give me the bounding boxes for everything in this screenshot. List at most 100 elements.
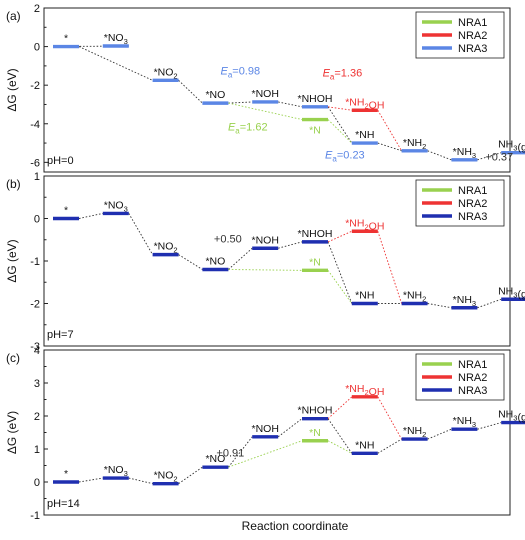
energy-level-label: *N (309, 125, 321, 137)
energy-level-label: *NO (205, 89, 225, 101)
y-axis-label: ΔG (eV) (5, 411, 19, 454)
connector-dash (78, 477, 103, 483)
energy-level-label: *NH2 (403, 290, 426, 304)
energy-level-label: *NH2 (403, 137, 426, 151)
energy-level-label: *NH2OH (345, 217, 384, 232)
connector-dash (377, 142, 402, 152)
energy-annotation: +0.91 (216, 447, 244, 459)
y-tick-label: -6 (30, 157, 40, 169)
connector-nra2 (377, 231, 403, 304)
energy-level-label: *NH (355, 439, 374, 451)
energy-annotation: Ea=0.98 (220, 66, 260, 80)
y-tick-label: 0 (34, 477, 40, 489)
energy-level-label: *NO3 (104, 32, 128, 46)
connector-dash (128, 213, 153, 255)
connector-dash (477, 152, 502, 161)
connector-nra1 (327, 440, 353, 454)
y-tick-label: 2 (34, 3, 40, 15)
connector-dash (78, 46, 153, 81)
y-tick-label: 3 (34, 378, 40, 390)
energy-annotation: +0.50 (214, 234, 242, 246)
connector-dash (52, 45, 129, 48)
y-tick-label: -1 (30, 510, 40, 522)
energy-annotation: Ea=1.62 (228, 122, 268, 136)
panel-letter: (b) (6, 177, 21, 191)
connector-dash (278, 241, 303, 249)
y-tick-label: -1 (30, 256, 40, 268)
connector-dash (128, 477, 153, 485)
y-tick-label: -3 (30, 341, 40, 353)
connector-dash (277, 418, 303, 438)
energy-level-label: *NH (355, 290, 374, 302)
energy-level-label: *NH2OH (345, 383, 384, 398)
connector-dash (278, 101, 303, 108)
energy-level-label: * (64, 33, 68, 45)
connector-dash (377, 438, 402, 454)
panel-letter: (a) (6, 9, 21, 23)
energy-level-label: NH3(g) (498, 285, 525, 300)
energy-level-label: *NO2 (154, 241, 178, 255)
panel-a: 2 0 -2 -4 -6 ΔG (eV) (a) pH=0 *NO3 * *NO2 *NO *NOH *N… (5, 3, 525, 173)
legend-label: NRA1 (458, 185, 487, 197)
energy-level-label: *NH (355, 129, 374, 141)
legend-label: NRA1 (458, 359, 487, 371)
ph-condition-label: pH=14 (47, 498, 80, 510)
connector-dash (178, 254, 203, 270)
panel-b: 1 0 -1 -2 -3 ΔG (eV) (b) pH=7 * *NO3 *NO2 *NO *NOH *N… (5, 171, 525, 353)
energy-level-label: *NH3 (453, 294, 476, 308)
connector-dash (178, 466, 203, 485)
connector-dash (327, 241, 353, 304)
y-tick-label: -2 (30, 299, 40, 311)
energy-level-label: *N (309, 427, 321, 439)
energy-level-label: *NHOH (297, 405, 332, 417)
legend-label: NRA2 (458, 372, 487, 384)
energy-level-label: *NH2 (403, 425, 426, 439)
connector-nra2 (327, 106, 352, 111)
legend-label: NRA3 (458, 385, 487, 397)
plot-frame (43, 7, 511, 173)
y-tick-label: 0 (34, 214, 40, 226)
y-axis-label: ΔG (eV) (5, 239, 19, 282)
connector-nra2 (377, 396, 402, 440)
legend-label: NRA1 (458, 17, 487, 29)
connector-nra1 (327, 270, 353, 304)
connector-dash (78, 212, 103, 219)
energy-level-label: *NOH (251, 423, 278, 435)
connector-nra1 (327, 119, 353, 144)
energy-level-label: *NO2 (154, 470, 178, 484)
x-axis-label: Reaction coordinate (242, 519, 349, 533)
legend-label: NRA2 (458, 198, 487, 210)
energy-level-label: *NH3 (453, 415, 476, 429)
connector-nra2 (327, 230, 352, 243)
connector-dash (327, 106, 353, 144)
connector-nra1 (228, 440, 303, 468)
legend-label: NRA2 (458, 30, 487, 42)
panel-letter: (c) (6, 351, 20, 365)
connector-dash (477, 422, 502, 430)
y-tick-label: 0 (34, 42, 40, 54)
connector-dash (327, 418, 353, 454)
y-tick-label: 2 (34, 411, 40, 423)
energy-level-label: *NO (205, 453, 225, 465)
energy-level-label: *NHOH (297, 228, 332, 240)
connector-nra1 (228, 102, 303, 120)
energy-annotation: Ea=0.23 (325, 149, 365, 163)
ph-condition-label: pH=7 (47, 329, 74, 341)
energy-level-label: NH3(g) (498, 139, 525, 154)
connector-dash (178, 80, 203, 104)
energy-level-label: *NH2OH (345, 96, 384, 111)
y-tick-label: 1 (34, 171, 40, 183)
connector-dash (228, 247, 253, 270)
connector-dash (228, 101, 253, 104)
y-tick-label: -2 (30, 80, 40, 92)
energy-level-label: * (64, 468, 68, 480)
energy-level-label: *NHOH (297, 93, 332, 105)
energy-level-label: *NO3 (104, 199, 128, 213)
energy-level-label: *NOH (251, 88, 278, 100)
energy-annotation: +0.37 (485, 151, 513, 163)
energy-level-label: NH3(g) (498, 409, 525, 424)
energy-level-label: *N (309, 256, 321, 268)
connector-dash (427, 303, 452, 309)
connector-nra2 (377, 110, 402, 152)
